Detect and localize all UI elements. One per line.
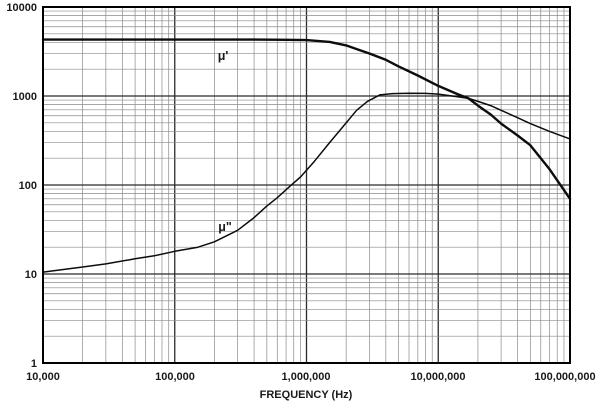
- y-tick-1: 1: [31, 358, 37, 370]
- x-tick-10M: 10,000,000: [410, 371, 465, 383]
- x-axis-title: FREQUENCY (Hz): [260, 389, 353, 401]
- log-log-grid: [43, 7, 570, 363]
- y-tick-10: 10: [25, 269, 37, 281]
- x-tick-10k: 10,000: [26, 371, 60, 383]
- x-tick-1M: 1,000,000: [282, 371, 331, 383]
- x-tick-100M: 100,000,000: [534, 371, 595, 383]
- y-tick-1000: 1000: [13, 91, 37, 103]
- curve-mu-double-prime: [42, 92, 571, 273]
- mu-double-prime-label: μ": [218, 220, 232, 234]
- mu-prime-label: μ': [218, 49, 229, 63]
- curve-mu-prime: [41, 38, 572, 200]
- x-tick-100k: 100,000: [155, 371, 195, 383]
- plot-border: [42, 6, 571, 364]
- y-tick-10000: 10000: [6, 2, 37, 14]
- y-tick-100: 100: [19, 180, 37, 192]
